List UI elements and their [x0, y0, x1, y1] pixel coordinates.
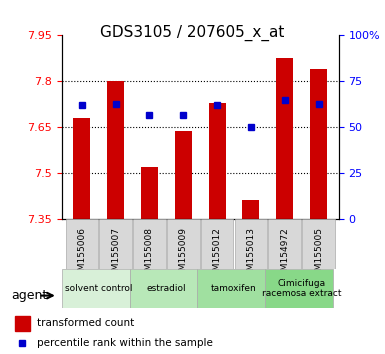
Text: GSM155008: GSM155008	[145, 227, 154, 282]
Bar	[107, 81, 124, 219]
Text: agent: agent	[12, 289, 48, 302]
Bar	[175, 131, 192, 219]
Text: GSM154972: GSM154972	[280, 227, 289, 282]
FancyBboxPatch shape	[302, 219, 335, 269]
Text: GDS3105 / 207605_x_at: GDS3105 / 207605_x_at	[100, 25, 285, 41]
Bar	[276, 58, 293, 219]
FancyBboxPatch shape	[130, 269, 198, 308]
Text: GSM155009: GSM155009	[179, 227, 188, 282]
FancyBboxPatch shape	[198, 269, 265, 308]
Bar	[141, 167, 158, 219]
Bar	[310, 69, 327, 219]
Bar	[15, 316, 30, 331]
Bar	[74, 118, 90, 219]
FancyBboxPatch shape	[235, 219, 267, 269]
Bar	[243, 200, 259, 219]
Text: GSM155006: GSM155006	[77, 227, 86, 282]
FancyBboxPatch shape	[99, 219, 132, 269]
Text: tamoxifen: tamoxifen	[211, 284, 257, 293]
Text: solvent control: solvent control	[65, 284, 132, 293]
FancyBboxPatch shape	[268, 219, 301, 269]
Text: Cimicifuga
racemosa extract: Cimicifuga racemosa extract	[262, 279, 341, 298]
Bar	[209, 103, 226, 219]
Text: transformed count: transformed count	[37, 318, 134, 329]
FancyBboxPatch shape	[66, 219, 98, 269]
FancyBboxPatch shape	[62, 269, 130, 308]
Text: percentile rank within the sample: percentile rank within the sample	[37, 338, 213, 348]
FancyBboxPatch shape	[201, 219, 233, 269]
Text: GSM155007: GSM155007	[111, 227, 120, 282]
Text: estradiol: estradiol	[147, 284, 186, 293]
FancyBboxPatch shape	[167, 219, 199, 269]
Text: GSM155013: GSM155013	[246, 227, 255, 282]
Text: GSM155005: GSM155005	[314, 227, 323, 282]
Text: GSM155012: GSM155012	[213, 227, 222, 282]
FancyBboxPatch shape	[133, 219, 166, 269]
FancyBboxPatch shape	[265, 269, 333, 308]
